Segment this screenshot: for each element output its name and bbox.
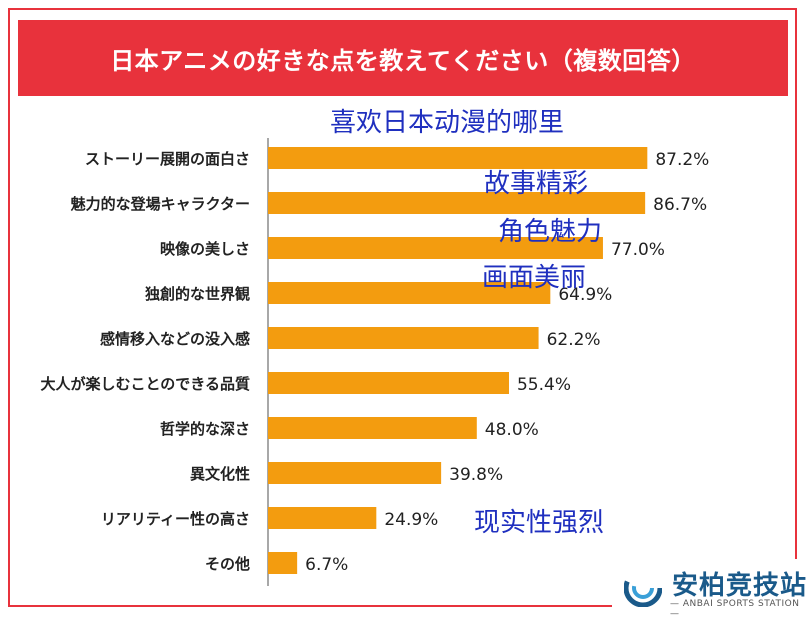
value-label: 62.2% [547, 330, 601, 350]
overlay-note-story: 故事精彩 [484, 169, 589, 199]
category-label: その他 [205, 555, 250, 573]
category-label: ストーリー展開の面白さ [85, 150, 250, 168]
overlay-note-characters: 角色魅力 [498, 217, 603, 247]
chart-title: 日本アニメの好きな点を教えてください（複数回答） [110, 46, 696, 75]
value-label: 64.9% [558, 285, 612, 305]
bar [268, 327, 539, 349]
bar [268, 372, 509, 394]
bar [268, 462, 442, 484]
bar [268, 237, 603, 259]
value-label: 87.2% [655, 150, 709, 170]
overlay-heading: 喜欢日本动漫的哪里 [330, 108, 565, 138]
value-label: 39.8% [449, 465, 503, 485]
overlay-note-realism: 现实性强烈 [474, 508, 605, 538]
bar [268, 147, 648, 169]
value-label: 6.7% [305, 555, 348, 575]
swirl-logo-icon [624, 569, 662, 607]
bar [268, 417, 477, 439]
site-logo: 安柏竞技站 — ANBAI SPORTS STATION — [612, 559, 809, 619]
category-label: 哲学的な深さ [160, 420, 250, 438]
value-label: 86.7% [653, 195, 707, 215]
overlay-note-visuals: 画面美丽 [482, 263, 587, 293]
bar [268, 192, 646, 214]
category-label: 映像の美しさ [160, 240, 250, 258]
value-label: 48.0% [485, 420, 539, 440]
title-banner: 日本アニメの好きな点を教えてください（複数回答） [18, 20, 788, 96]
value-label: 24.9% [384, 510, 438, 530]
bar [268, 552, 298, 574]
category-label: 独創的な世界観 [145, 285, 250, 303]
category-label: 大人が楽しむことのできる品質 [40, 375, 250, 393]
logo-name: 安柏竞技站 [672, 571, 808, 601]
value-label: 55.4% [517, 375, 571, 395]
category-label: 魅力的な登場キャラクター [71, 195, 250, 213]
chart-frame [8, 8, 797, 607]
category-label: 異文化性 [190, 465, 250, 483]
logo-tagline: — ANBAI SPORTS STATION — [670, 599, 800, 619]
category-label: 感情移入などの没入感 [100, 330, 250, 348]
bar [268, 507, 377, 529]
value-label: 77.0% [611, 240, 665, 260]
category-label: リアリティー性の高さ [101, 510, 250, 528]
bar [268, 282, 551, 304]
